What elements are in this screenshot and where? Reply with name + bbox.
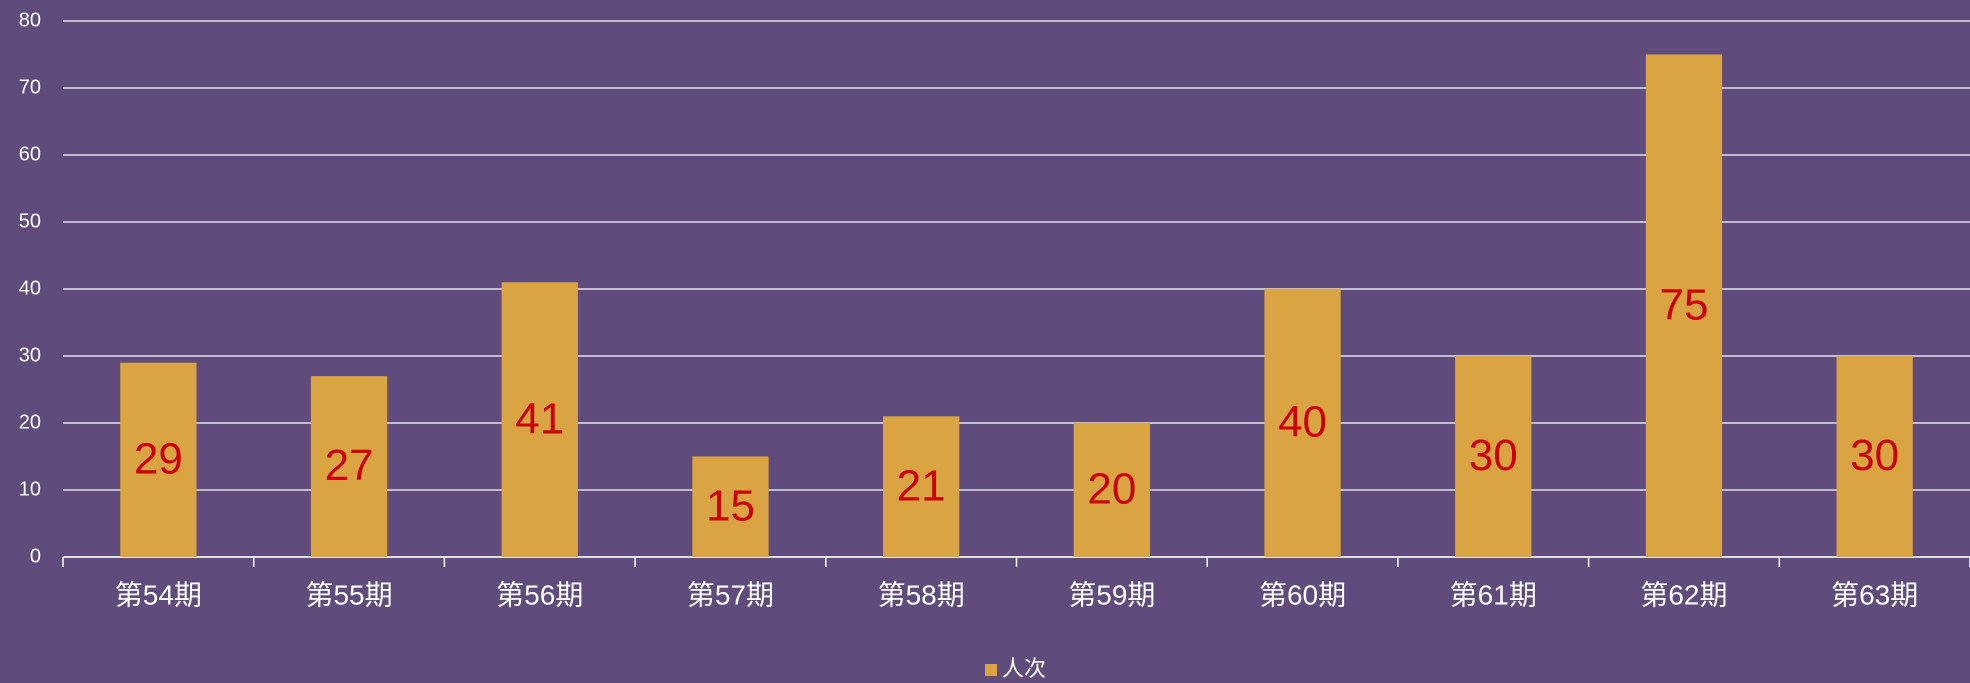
bar [310, 376, 388, 557]
y-tick-label: 20 [19, 411, 41, 433]
y-tick-label: 0 [30, 545, 41, 567]
y-tick-label: 50 [19, 210, 41, 232]
x-tick-label: 第54期 [115, 579, 202, 610]
bar [1455, 356, 1532, 557]
bar [1836, 356, 1913, 557]
x-tick-label: 第57期 [687, 579, 774, 610]
legend-label: 人次 [1002, 656, 1046, 681]
y-tick-label: 80 [19, 9, 41, 31]
x-tick-label: 第59期 [1068, 579, 1155, 610]
bar [1645, 54, 1723, 557]
value-label: 30 [1850, 431, 1899, 480]
y-tick-label: 10 [19, 478, 41, 500]
value-label: 30 [1469, 431, 1518, 480]
value-label: 27 [325, 441, 374, 490]
x-tick-label: 第55期 [305, 579, 392, 610]
y-tick-label: 60 [19, 143, 41, 165]
x-tick-label: 第61期 [1450, 579, 1537, 610]
bar [1073, 423, 1150, 557]
y-tick-label: 70 [19, 76, 41, 98]
bar [501, 282, 578, 557]
y-tick-label: 40 [19, 277, 41, 299]
x-tick-label: 第58期 [878, 579, 965, 610]
value-label: 29 [134, 434, 183, 483]
value-label: 20 [1087, 465, 1136, 514]
y-tick-label: 30 [19, 344, 41, 366]
value-label: 40 [1278, 398, 1327, 447]
x-tick-label: 第63期 [1831, 579, 1918, 610]
bar [120, 362, 197, 557]
bar [692, 456, 769, 557]
value-label: 21 [897, 461, 946, 510]
value-label: 41 [515, 394, 564, 443]
bar [1264, 289, 1341, 557]
legend-swatch [985, 664, 997, 676]
value-label: 15 [706, 481, 755, 530]
value-label: 75 [1659, 280, 1708, 329]
x-tick-label: 第60期 [1259, 579, 1346, 610]
x-tick-label: 第62期 [1640, 579, 1727, 610]
x-tick-label: 第56期 [496, 579, 583, 610]
bar [883, 416, 960, 557]
